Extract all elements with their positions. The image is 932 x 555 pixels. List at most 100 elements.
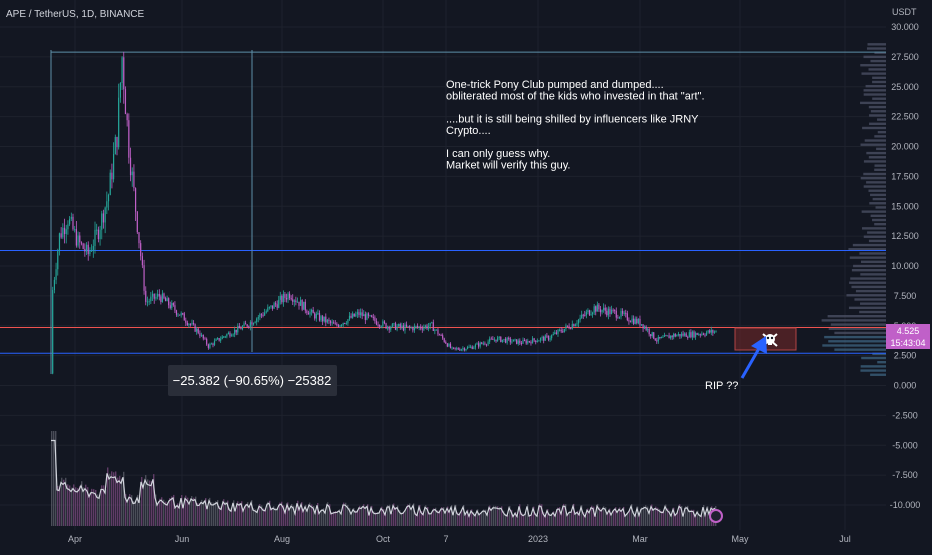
candle-body xyxy=(660,337,662,339)
candle-body xyxy=(243,323,245,327)
candle-body xyxy=(309,311,311,315)
volume-bar xyxy=(545,515,547,526)
volume-bar xyxy=(619,507,621,526)
volume-bar xyxy=(279,502,281,526)
annotation-line: obliterated most of the kids who investe… xyxy=(446,91,705,103)
volume-bar xyxy=(359,505,361,526)
volume-bar xyxy=(709,512,711,526)
volume-bar xyxy=(371,505,373,526)
volume-bar xyxy=(297,500,299,526)
volume-bar xyxy=(699,513,701,526)
volume-profile-bar xyxy=(866,47,886,50)
candle-body xyxy=(446,343,448,347)
candle-body xyxy=(140,243,142,257)
symbol-title[interactable]: APE / TetherUS, 1D, BINANCE xyxy=(6,9,145,20)
volume-bar xyxy=(435,507,437,526)
candle-body xyxy=(388,326,390,330)
volume-profile-bar xyxy=(872,218,886,222)
price-tick-label: 17.500 xyxy=(891,171,919,181)
annotation-line: One-trick Pony Club pumped and dumped...… xyxy=(446,79,664,91)
volume-profile-bar xyxy=(860,369,886,372)
candle-body xyxy=(582,314,584,316)
volume-bar xyxy=(633,511,635,526)
volume-bar xyxy=(111,471,113,526)
volume-profile-bar xyxy=(824,335,886,339)
volume-bar xyxy=(531,514,533,526)
candle-body xyxy=(146,301,149,303)
volume-bar xyxy=(639,514,641,526)
candle-body xyxy=(710,329,712,333)
annotation-note[interactable]: One-trick Pony Club pumped and dumped...… xyxy=(446,79,705,172)
volume-bar xyxy=(703,505,705,526)
candle-body xyxy=(141,256,143,266)
candle-body xyxy=(246,324,248,327)
volume-profile-bar xyxy=(854,298,886,301)
candle-body xyxy=(307,312,310,315)
volume-bar xyxy=(573,503,575,526)
volume-bar xyxy=(241,501,243,526)
volume-bar xyxy=(537,515,539,526)
volume-bar xyxy=(391,512,393,526)
candle-body xyxy=(460,349,462,351)
volume-bar xyxy=(383,508,385,526)
volume-profile-bar xyxy=(859,252,886,255)
candle-body xyxy=(418,326,420,328)
candle-body xyxy=(399,324,401,328)
flag-marker[interactable] xyxy=(709,509,723,523)
candle-body xyxy=(462,348,464,350)
candle-body xyxy=(391,323,393,328)
candle-body xyxy=(448,343,450,347)
candle-body xyxy=(476,343,478,345)
volume-bar xyxy=(119,475,121,526)
volume-bar xyxy=(71,487,73,526)
candle-body xyxy=(696,332,698,335)
volume-profile-bar xyxy=(866,181,886,184)
volume-bar xyxy=(379,511,381,526)
volume-bar xyxy=(457,512,459,526)
volume-bar xyxy=(613,509,615,526)
price-tick-label: 0.000 xyxy=(894,381,917,391)
price-axis[interactable]: 30.000 27.500 25.000 22.500 20.000 17.500 15.0… xyxy=(890,22,921,510)
candle-body xyxy=(520,343,523,345)
candle-body xyxy=(645,326,647,331)
volume-bar xyxy=(625,515,627,526)
volume-bar xyxy=(635,515,637,526)
volume-bar xyxy=(339,509,341,526)
volume-profile-bar xyxy=(874,164,886,167)
candle-body xyxy=(369,315,371,317)
time-axis[interactable]: Apr Jun Aug Oct 7 2023 Mar May Jul xyxy=(68,534,851,544)
price-tick-label: 22.500 xyxy=(891,112,919,122)
candle-body xyxy=(106,201,108,208)
candle-body xyxy=(489,338,491,342)
candle-body xyxy=(606,310,608,316)
price-tick-label: 25.000 xyxy=(891,82,919,92)
candle-body xyxy=(196,328,198,332)
candle-body xyxy=(293,300,295,302)
volume-profile-bar xyxy=(863,185,886,188)
candle-body xyxy=(533,338,535,341)
volume-bar xyxy=(217,500,219,526)
candle-body xyxy=(445,341,447,344)
candle-body xyxy=(200,334,203,337)
candle-body xyxy=(229,332,231,337)
arrow-icon[interactable] xyxy=(740,336,767,379)
volume-bar xyxy=(285,511,287,526)
volume-bar xyxy=(687,505,689,526)
candle-body xyxy=(525,340,527,344)
volume-profile-bar xyxy=(861,72,886,75)
volume-bar xyxy=(533,506,535,526)
rip-label[interactable]: RIP ?? xyxy=(705,380,738,392)
candle-body xyxy=(662,336,664,338)
volume-bar xyxy=(489,505,491,526)
candle-body xyxy=(337,325,340,327)
volume-profile-bar xyxy=(849,256,886,259)
candle-body xyxy=(232,334,234,336)
candle-body xyxy=(328,319,330,322)
candle-body xyxy=(91,250,93,252)
candle-body xyxy=(383,321,386,324)
volume-bar xyxy=(83,487,85,526)
volume-profile-bar xyxy=(874,135,886,138)
